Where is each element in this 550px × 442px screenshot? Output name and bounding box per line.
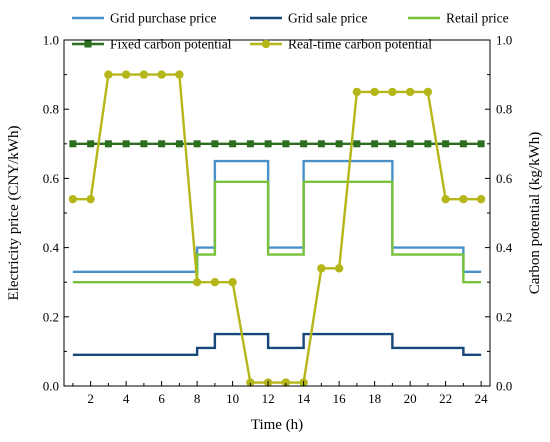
x-tick-label: 20 xyxy=(404,391,417,406)
x-tick-label: 2 xyxy=(87,391,94,406)
legend-item: Real-time carbon potential xyxy=(250,37,432,52)
x-axis-title: Time (h) xyxy=(251,417,303,433)
data-point xyxy=(477,140,485,148)
y-tick-label-left: 0.0 xyxy=(43,379,59,394)
legend-item: Grid sale price xyxy=(250,11,367,26)
y-tick-label-left: 1.0 xyxy=(43,33,59,48)
legend-marker xyxy=(261,39,271,49)
series-fixed-carbon-potential xyxy=(69,140,485,148)
y-tick-label-right: 0.0 xyxy=(496,379,512,394)
data-point xyxy=(459,194,468,204)
data-point xyxy=(281,378,291,387)
y-tick-label-right: 1.0 xyxy=(496,33,512,48)
x-tick-label: 16 xyxy=(333,391,347,406)
series-line xyxy=(72,180,482,284)
data-point xyxy=(335,140,343,148)
data-point xyxy=(86,194,95,204)
data-point xyxy=(139,70,149,79)
data-point xyxy=(441,194,450,204)
data-point xyxy=(388,87,397,97)
y-tick-label-left: 0.8 xyxy=(43,102,59,117)
y-tick-label-left: 0.6 xyxy=(43,171,60,186)
data-point xyxy=(388,140,396,148)
series-line xyxy=(72,73,482,384)
data-point xyxy=(264,140,272,148)
x-tick-label: 12 xyxy=(262,391,275,406)
series-retail-price xyxy=(72,180,482,284)
data-point xyxy=(175,140,183,148)
data-point xyxy=(122,140,130,148)
data-point xyxy=(405,87,415,97)
series-line xyxy=(72,159,482,274)
data-point xyxy=(476,194,486,204)
series-line xyxy=(72,332,482,357)
series-grid-sale-price xyxy=(72,332,482,357)
data-point xyxy=(192,278,202,287)
x-tick-label: 24 xyxy=(475,391,489,406)
data-point xyxy=(300,140,308,148)
x-tick-label: 14 xyxy=(297,391,311,406)
data-point xyxy=(87,140,95,148)
data-point xyxy=(352,87,362,97)
data-point xyxy=(371,140,379,148)
data-point xyxy=(158,140,166,148)
data-point xyxy=(104,70,113,79)
data-point xyxy=(157,70,166,79)
data-point xyxy=(353,140,361,148)
legend-item: Grid purchase price xyxy=(72,11,216,26)
y-tick-label-right: 0.2 xyxy=(496,309,512,324)
legend-label: Grid sale price xyxy=(288,11,367,26)
axes-layer: 2 4 6 8 10 12 14 16 18 20 22 240.0 0.00.2 0.20.4 0.40.… xyxy=(43,33,513,407)
legend-marker xyxy=(84,40,92,48)
data-point xyxy=(193,140,201,148)
data-point xyxy=(246,140,254,148)
data-point xyxy=(121,70,131,79)
data-point xyxy=(334,264,344,273)
y-tick-label-left: 0.4 xyxy=(43,240,60,255)
data-point xyxy=(282,140,290,148)
legend-label: Fixed carbon potential xyxy=(110,37,232,52)
x-tick-label: 4 xyxy=(123,391,130,406)
y-axis-title-left: Electricity price (CNY/kWh) xyxy=(6,126,22,301)
data-point xyxy=(68,194,78,204)
data-point xyxy=(459,140,467,148)
y-tick-label-right: 0.6 xyxy=(496,171,513,186)
x-tick-label: 8 xyxy=(194,391,201,406)
series-layer xyxy=(68,70,486,387)
data-point xyxy=(317,264,326,273)
x-tick-label: 18 xyxy=(368,391,381,406)
legend-label: Retail price xyxy=(446,11,509,26)
data-point xyxy=(210,278,220,287)
data-point xyxy=(442,140,450,148)
data-point xyxy=(370,87,379,97)
legend-item: Retail price xyxy=(408,11,509,26)
x-tick-label: 22 xyxy=(439,391,452,406)
y-tick-label-left: 0.2 xyxy=(43,309,59,324)
legend-item: Fixed carbon potential xyxy=(72,37,232,52)
y-tick-label-right: 0.4 xyxy=(496,240,513,255)
legend-label: Grid purchase price xyxy=(110,11,216,26)
data-point xyxy=(104,140,112,148)
legend: Grid purchase price Grid sale price Retail… xyxy=(72,11,509,52)
data-point xyxy=(423,87,433,97)
data-point xyxy=(140,140,148,148)
data-point xyxy=(175,70,184,79)
data-point xyxy=(317,140,325,148)
data-point xyxy=(69,140,77,148)
legend-label: Real-time carbon potential xyxy=(288,37,432,52)
data-point xyxy=(211,140,219,148)
data-point xyxy=(424,140,432,148)
y-tick-label-right: 0.8 xyxy=(496,102,512,117)
data-point xyxy=(229,140,237,148)
data-point xyxy=(406,140,414,148)
series-grid-purchase-price xyxy=(72,159,482,274)
series-real-time-carbon-potential xyxy=(68,70,486,387)
y-axis-title-right: Carbon potential (kg/kWh) xyxy=(527,132,543,294)
data-point xyxy=(228,278,237,287)
x-tick-label: 6 xyxy=(158,391,165,406)
data-point xyxy=(246,378,255,387)
x-tick-label: 10 xyxy=(226,391,239,406)
